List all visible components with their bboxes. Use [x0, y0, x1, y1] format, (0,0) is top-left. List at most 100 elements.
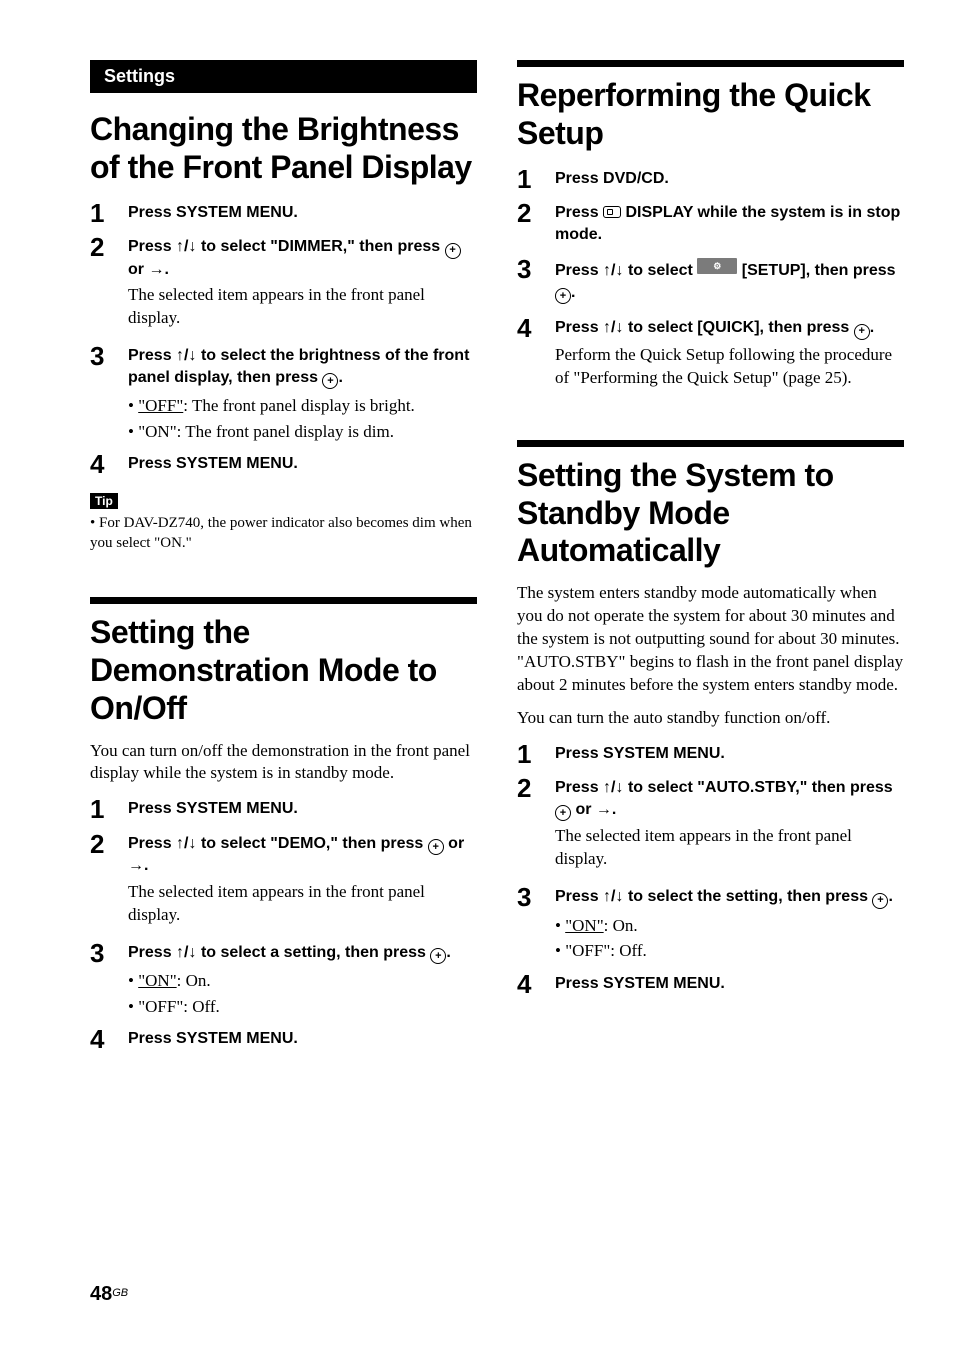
step-4: 4 Press SYSTEM MENU.	[90, 450, 477, 479]
intro-para-2: You can turn the auto standby function o…	[517, 707, 904, 730]
brightness-steps: 1 Press SYSTEM MENU. 2 Press ↑/↓ to sele…	[90, 199, 477, 479]
step-head: Press ↑/↓ to select ⚙ [SETUP], then pres…	[555, 258, 904, 304]
heading-quicksetup: Reperforming the Quick Setup	[517, 77, 904, 153]
t: or	[444, 835, 464, 852]
enter-icon: +	[854, 324, 870, 340]
step-number: 3	[90, 342, 128, 371]
enter-icon: +	[445, 243, 461, 259]
step-3: 3 Press ↑/↓ to select ⚙ [SETUP], then pr…	[517, 255, 904, 308]
step-head: Press ↑/↓ to select "DEMO," then press +…	[128, 833, 477, 877]
demo-steps: 1 Press SYSTEM MENU. 2 Press ↑/↓ to sele…	[90, 795, 477, 1054]
step-3: 3 Press ↑/↓ to select the setting, then …	[517, 883, 904, 964]
step-2: 2 Press ↑/↓ to select "AUTO.STBY," then …	[517, 774, 904, 877]
step-number: 1	[90, 199, 128, 228]
arrows-icon: ↑/↓	[603, 262, 623, 279]
t: Press	[555, 779, 603, 796]
divider	[517, 440, 904, 447]
arrows-icon: ↑/↓	[603, 319, 623, 336]
t: Press	[128, 835, 176, 852]
heading-standby: Setting the System to Standby Mode Autom…	[517, 457, 904, 570]
right-column: Reperforming the Quick Setup 1 Press DVD…	[517, 60, 904, 1060]
step-number: 4	[517, 970, 555, 999]
intro-para: The system enters standby mode automatic…	[517, 582, 904, 697]
step-3: 3 Press ↑/↓ to select a setting, then pr…	[90, 939, 477, 1020]
t: to select	[624, 262, 698, 279]
page-region: GB	[112, 1287, 128, 1299]
step-1: 1 Press DVD/CD.	[517, 165, 904, 194]
t: "ON"	[138, 971, 176, 990]
setup-chip-icon: ⚙	[697, 258, 737, 274]
bullet-list: "OFF": The front panel display is bright…	[128, 393, 477, 444]
enter-icon: +	[322, 373, 338, 389]
heading-brightness: Changing the Brightness of the Front Pan…	[90, 111, 477, 187]
bullet: "OFF": Off.	[555, 938, 904, 964]
step-number: 3	[90, 939, 128, 968]
bullet: "ON": The front panel display is dim.	[128, 419, 477, 445]
t: Press	[128, 944, 176, 961]
t: "OFF"	[138, 396, 183, 415]
step-head: Press SYSTEM MENU.	[128, 1028, 477, 1050]
t: .	[870, 319, 874, 336]
step-number: 2	[517, 774, 555, 803]
page-footer: 48GB	[90, 1283, 128, 1306]
enter-icon: +	[872, 893, 888, 909]
step-1: 1 Press SYSTEM MENU.	[517, 740, 904, 769]
bullet: "ON": On.	[128, 968, 477, 994]
step-number: 4	[517, 314, 555, 343]
t: .	[888, 888, 892, 905]
step-2: 2 Press DISPLAY while the system is in s…	[517, 199, 904, 249]
step-4: 4 Press ↑/↓ to select [QUICK], then pres…	[517, 314, 904, 395]
step-head: Press DISPLAY while the system is in sto…	[555, 202, 904, 245]
step-desc: The selected item appears in the front p…	[128, 284, 477, 330]
step-desc: Perform the Quick Setup following the pr…	[555, 344, 904, 390]
step-2: 2 Press ↑/↓ to select "DEMO," then press…	[90, 830, 477, 933]
right-arrow-icon: →	[128, 857, 144, 874]
bullet-list: "ON": On. "OFF": Off.	[555, 913, 904, 964]
step-1: 1 Press SYSTEM MENU.	[90, 199, 477, 228]
enter-icon: +	[555, 805, 571, 821]
step-number: 2	[90, 233, 128, 262]
t: Press	[128, 238, 176, 255]
t: Press	[555, 319, 603, 336]
arrows-icon: ↑/↓	[176, 835, 196, 852]
t: Press	[555, 888, 603, 905]
step-2: 2 Press ↑/↓ to select "DIMMER," then pre…	[90, 233, 477, 336]
t: to select "AUTO.STBY," then press	[624, 779, 893, 796]
t: .	[612, 801, 616, 818]
step-head: Press ↑/↓ to select "AUTO.STBY," then pr…	[555, 777, 904, 821]
step-number: 2	[517, 199, 555, 228]
settings-tab: Settings	[90, 60, 477, 93]
step-head: Press ↑/↓ to select "DIMMER," then press…	[128, 236, 477, 280]
step-4: 4 Press SYSTEM MENU.	[517, 970, 904, 999]
t: or	[571, 801, 596, 818]
page-number: 48	[90, 1283, 112, 1305]
t: : On.	[604, 916, 638, 935]
t: to select the setting, then press	[624, 888, 873, 905]
step-number: 3	[517, 883, 555, 912]
quicksetup-steps: 1 Press DVD/CD. 2 Press DISPLAY while th…	[517, 165, 904, 396]
step-3: 3 Press ↑/↓ to select the brightness of …	[90, 342, 477, 444]
display-icon	[603, 206, 621, 218]
arrows-icon: ↑/↓	[603, 779, 623, 796]
t: .	[164, 261, 168, 278]
t: : On.	[177, 971, 211, 990]
t: .	[446, 944, 450, 961]
standby-steps: 1 Press SYSTEM MENU. 2 Press ↑/↓ to sele…	[517, 740, 904, 999]
tip-badge: Tip	[90, 493, 118, 509]
step-head: Press DVD/CD.	[555, 168, 904, 190]
t: Press	[128, 347, 176, 364]
t: .	[338, 369, 342, 386]
bullet: "OFF": The front panel display is bright…	[128, 393, 477, 419]
arrows-icon: ↑/↓	[176, 944, 196, 961]
step-head: Press SYSTEM MENU.	[555, 973, 904, 995]
t: : The front panel display is bright.	[183, 396, 415, 415]
step-head: Press ↑/↓ to select the brightness of th…	[128, 345, 477, 389]
t: to select [QUICK], then press	[624, 319, 854, 336]
intro-para: You can turn on/off the demonstration in…	[90, 740, 477, 786]
step-number: 2	[90, 830, 128, 859]
t: Press	[555, 262, 603, 279]
t: [SETUP], then press	[737, 262, 895, 279]
divider	[517, 60, 904, 67]
step-head: Press ↑/↓ to select a setting, then pres…	[128, 942, 477, 965]
arrows-icon: ↑/↓	[603, 888, 623, 905]
